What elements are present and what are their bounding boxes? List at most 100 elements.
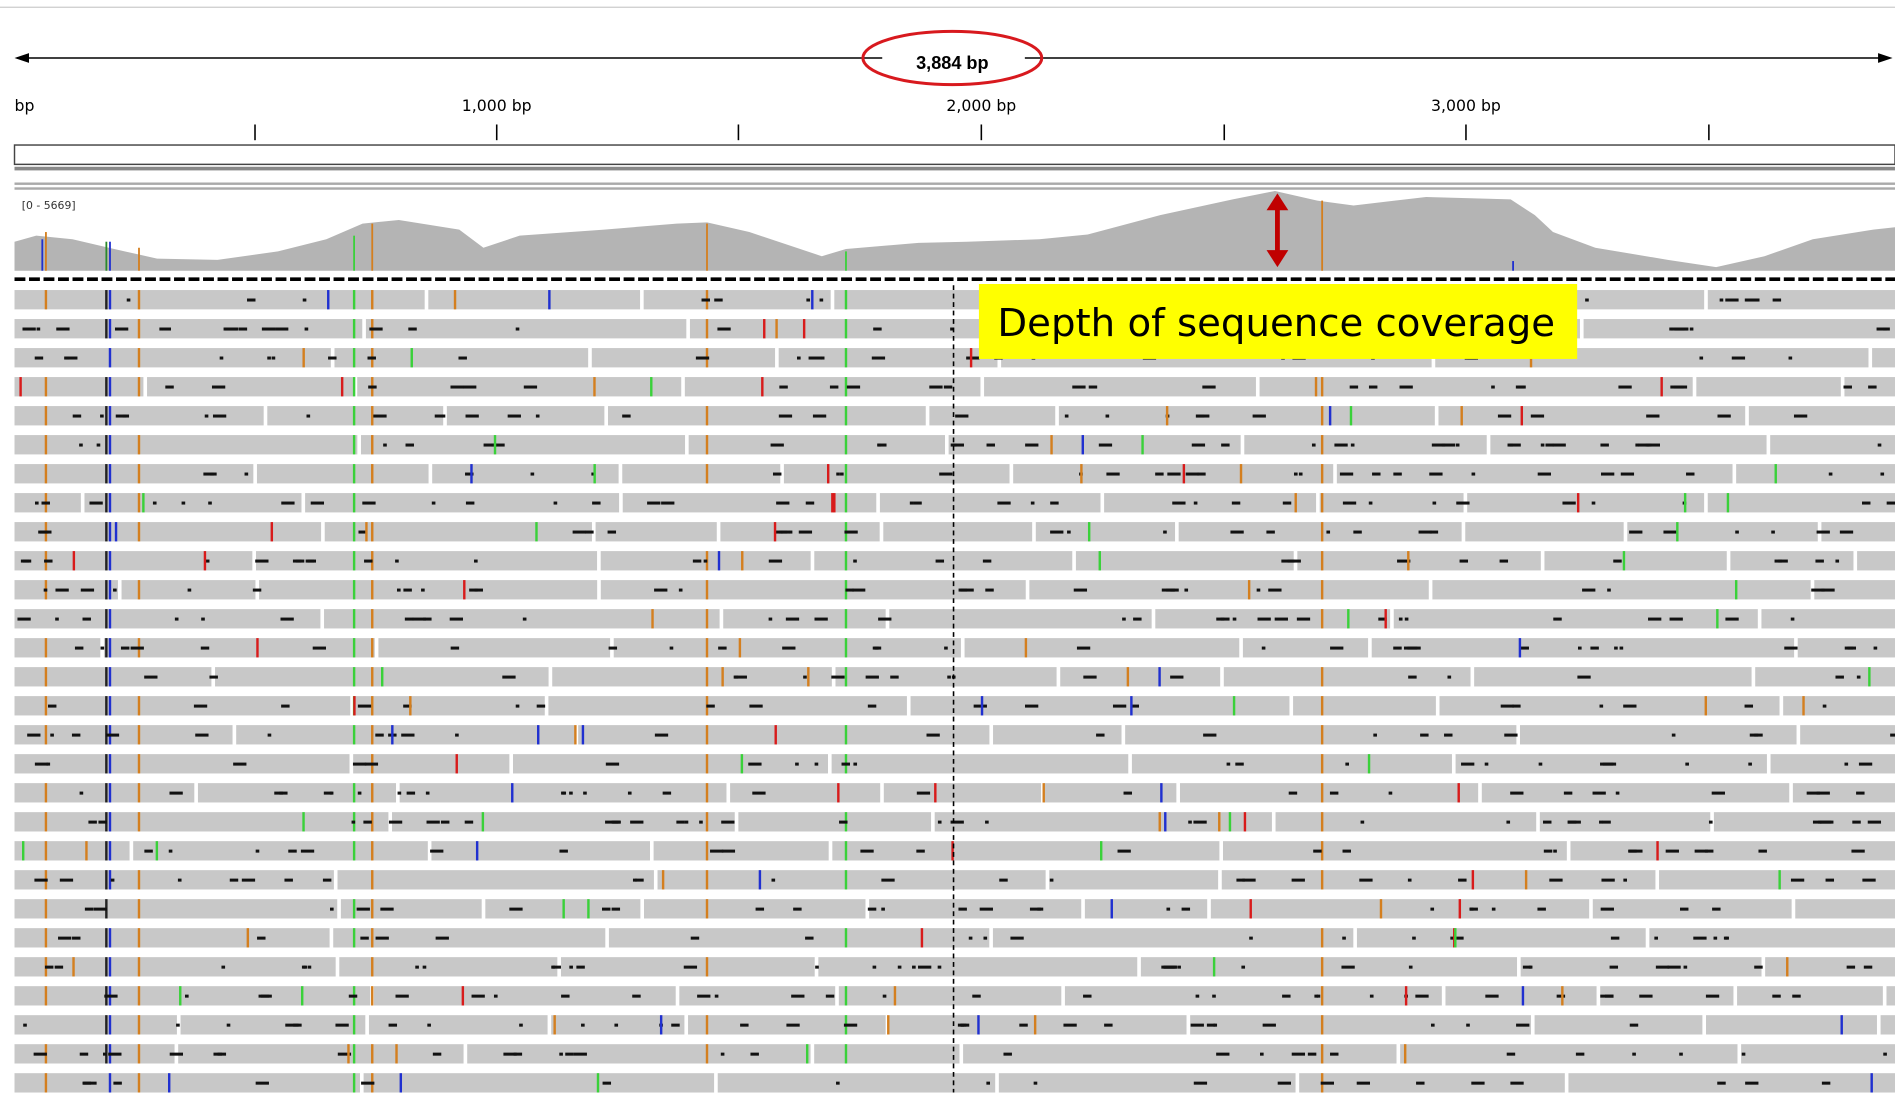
- mismatch-tick: [1082, 435, 1084, 454]
- mismatch-dot: [1472, 473, 1476, 476]
- read: [608, 406, 926, 425]
- mismatch-dot: [1429, 473, 1442, 476]
- mismatch-dot: [1369, 502, 1373, 505]
- mismatch-dot: [1194, 1082, 1207, 1085]
- mismatch-dot: [83, 1082, 96, 1085]
- read: [1293, 696, 1436, 715]
- mismatch-dot: [79, 444, 83, 447]
- mismatch-dot: [415, 966, 419, 969]
- mismatch-tick: [1130, 696, 1132, 715]
- mismatch-tick: [327, 290, 329, 309]
- mismatch-dot: [714, 299, 722, 302]
- mismatch-tick: [1111, 899, 1113, 918]
- mismatch-dot: [1353, 531, 1361, 534]
- mismatch-column: [371, 435, 373, 454]
- read: [1465, 522, 1623, 541]
- read: [738, 812, 931, 831]
- mismatch-dot: [1083, 676, 1096, 679]
- read: [1482, 783, 1789, 802]
- mismatch-column: [109, 406, 111, 425]
- read: [1440, 696, 1780, 715]
- mismatch-dot: [1235, 763, 1243, 766]
- mismatch-dot: [296, 560, 304, 563]
- mismatch-column: [371, 1044, 373, 1063]
- mismatch-dot: [44, 560, 52, 563]
- mismatch-dot: [795, 763, 799, 766]
- read: [513, 754, 828, 773]
- mismatch-dot: [1857, 676, 1861, 679]
- mismatch-column: [105, 957, 107, 976]
- mismatch-dot: [1506, 821, 1510, 824]
- mismatch-dot: [806, 502, 814, 505]
- mismatch-dot: [253, 589, 261, 592]
- mismatch-dot: [1690, 328, 1694, 331]
- mismatch-dot: [201, 618, 205, 621]
- mismatch-column: [45, 435, 47, 454]
- read: [431, 841, 650, 860]
- mismatch-column: [109, 493, 111, 512]
- mismatch-dot: [782, 647, 795, 650]
- mismatch-dot: [1186, 473, 1199, 476]
- mismatch-column: [109, 928, 111, 947]
- mismatch-dot: [847, 386, 860, 389]
- mismatch-column: [353, 580, 355, 599]
- mismatch-dot: [1717, 1082, 1725, 1085]
- mismatch-column: [371, 522, 373, 541]
- read: [1299, 1073, 1565, 1092]
- read: [1570, 841, 1895, 860]
- mismatch-dot: [1745, 1082, 1758, 1085]
- mismatch-column: [706, 870, 708, 889]
- mismatch-column: [45, 725, 47, 744]
- read: [1243, 638, 1368, 657]
- mismatch-dot: [1500, 560, 1508, 563]
- mismatch-tick: [1705, 696, 1707, 715]
- mismatch-dot: [1485, 763, 1489, 766]
- mismatch-dot: [206, 560, 210, 563]
- mismatch-dot: [83, 618, 91, 621]
- mismatch-dot: [1330, 1053, 1338, 1056]
- mismatch-dot: [1605, 995, 1613, 998]
- mismatch-dot: [679, 589, 683, 592]
- mismatch-column: [1321, 667, 1323, 686]
- read: [1065, 986, 1442, 1005]
- read: [1535, 1015, 1703, 1034]
- mismatch-dot: [1538, 473, 1551, 476]
- mismatch-dot: [1326, 531, 1330, 534]
- mismatch-column: [1321, 957, 1323, 976]
- mismatch-dot: [376, 937, 389, 940]
- mismatch-dot: [1817, 531, 1830, 534]
- mismatch-column: [138, 1073, 140, 1092]
- mismatch-column: [845, 928, 847, 947]
- mismatch-dot: [1278, 1082, 1291, 1085]
- mismatch-dot: [23, 1024, 27, 1027]
- mismatch-dot: [1601, 908, 1614, 911]
- mismatch-column: [105, 696, 107, 715]
- mismatch-column: [1321, 986, 1323, 1005]
- mismatch-dot: [1815, 560, 1823, 563]
- mismatch-dot: [1754, 734, 1762, 737]
- read: [15, 609, 321, 628]
- mismatch-dot: [1648, 618, 1661, 621]
- mismatch-dot: [330, 908, 334, 911]
- mismatch-dot: [734, 676, 747, 679]
- mismatch-column: [353, 899, 355, 918]
- mismatch-dot: [50, 734, 54, 737]
- read: [259, 580, 597, 599]
- mismatch-dot: [881, 879, 894, 882]
- mismatch-column: [845, 986, 847, 1005]
- mismatch-column: [138, 464, 140, 483]
- mismatch-column: [109, 783, 111, 802]
- mismatch-dot: [97, 444, 101, 447]
- mismatch-dot: [257, 937, 265, 940]
- mismatch-column: [109, 580, 111, 599]
- mismatch-tick: [1218, 812, 1220, 831]
- mismatch-dot: [1877, 328, 1890, 331]
- mismatch-dot: [245, 473, 249, 476]
- mismatch-dot: [1725, 618, 1738, 621]
- mismatch-dot: [64, 357, 77, 360]
- mismatch-tick: [381, 667, 383, 686]
- mismatch-column: [45, 406, 47, 425]
- mismatch-dot: [230, 879, 238, 882]
- read: [1224, 667, 1471, 686]
- mismatch-column: [138, 290, 140, 309]
